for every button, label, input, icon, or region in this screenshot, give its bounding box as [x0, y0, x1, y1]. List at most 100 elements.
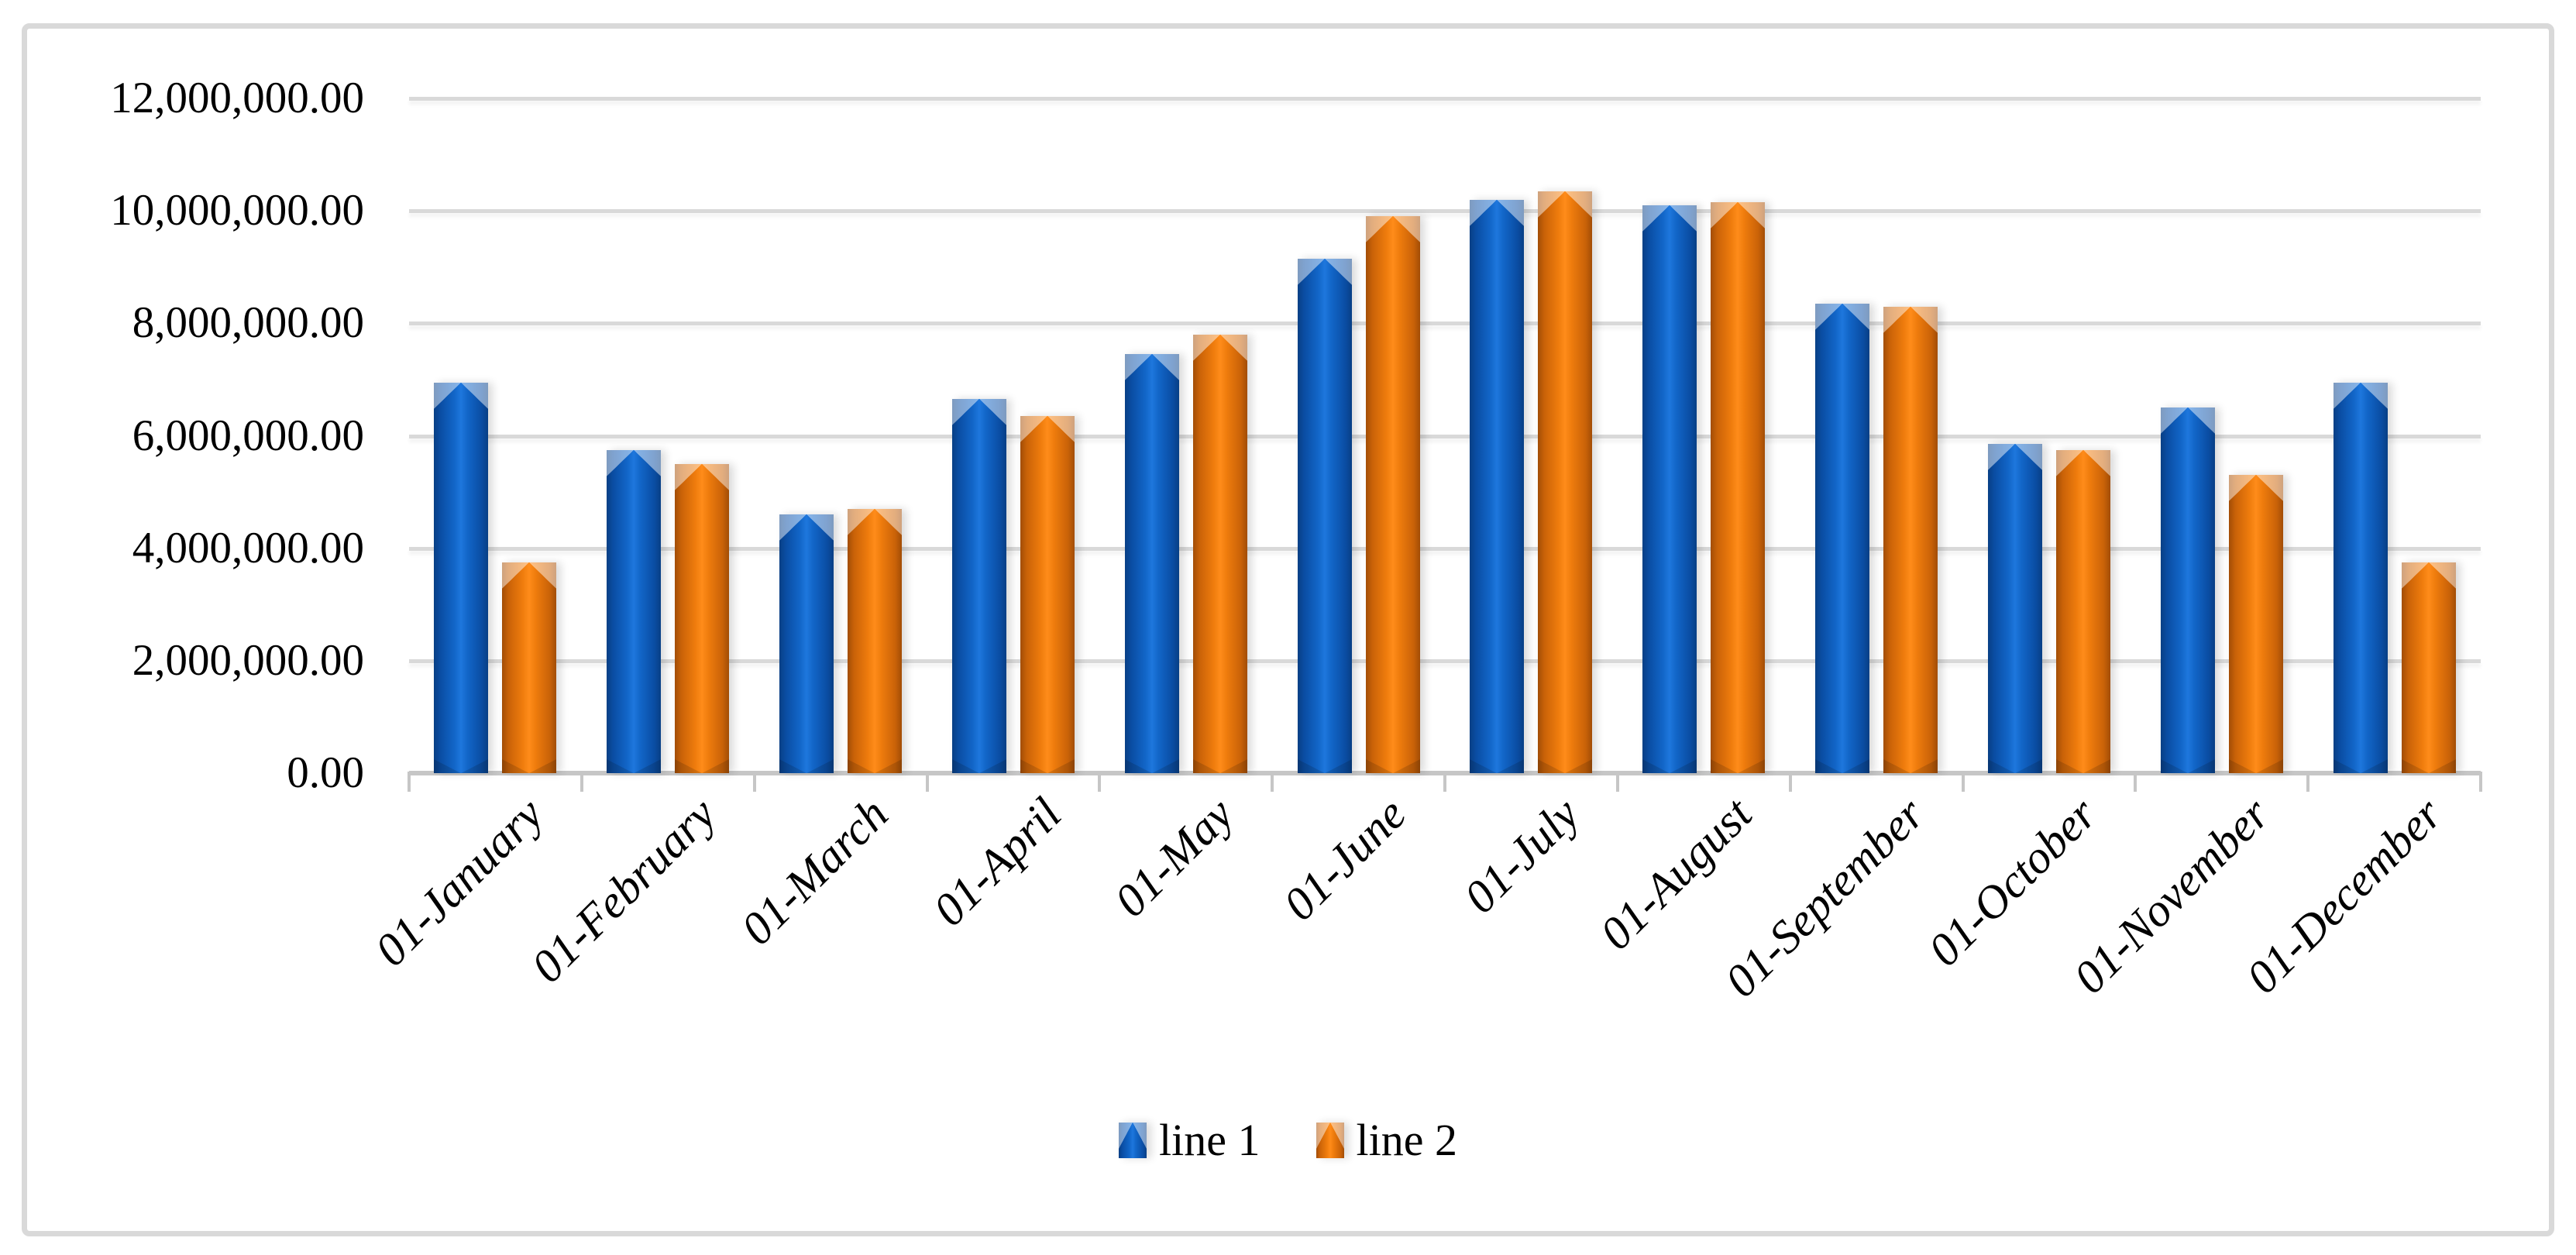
- gridline: [409, 658, 2481, 663]
- bar-bottom-bevel: [502, 759, 557, 773]
- bar-line2-01-april: [1020, 416, 1075, 773]
- legend-item-line1: line 1: [1119, 1113, 1260, 1167]
- bar-bottom-bevel: [2055, 759, 2110, 773]
- bar-bottom-bevel: [1020, 759, 1075, 773]
- bar-line1-01-march: [779, 514, 834, 773]
- bar-top-bevel: [1711, 202, 1766, 229]
- bar-line2-01-march: [848, 509, 903, 773]
- bar-line1-01-january: [434, 383, 489, 773]
- bar-line2-01-july: [1538, 191, 1593, 773]
- bar-top-bevel: [2055, 450, 2110, 476]
- gridline: [409, 209, 2481, 214]
- bar-top-bevel: [2401, 562, 2456, 589]
- bar-top-bevel: [1642, 205, 1697, 232]
- bar-top-bevel: [675, 464, 730, 490]
- bar-line1-01-february: [607, 450, 662, 773]
- bar-line2-01-june: [1365, 216, 1420, 773]
- gridline: [409, 321, 2481, 326]
- bar-bottom-bevel: [1192, 759, 1247, 773]
- y-axis-tick-label: 4,000,000.00: [132, 523, 364, 572]
- bar-top-bevel: [434, 383, 489, 409]
- legend-label-line1: line 1: [1159, 1115, 1260, 1165]
- bar-top-bevel: [1297, 259, 1352, 285]
- x-axis-tick: [1443, 772, 1446, 792]
- line1-legend-marker-icon: [1119, 1123, 1147, 1158]
- bar-line2-01-february: [675, 464, 730, 773]
- bar-bottom-bevel: [2401, 759, 2456, 773]
- bar-bottom-bevel: [434, 759, 489, 773]
- bar-bottom-bevel: [2333, 759, 2388, 773]
- bar-top-bevel: [1365, 216, 1420, 242]
- bar-top-bevel: [1470, 200, 1525, 226]
- bar-bottom-bevel: [1538, 759, 1593, 773]
- bar-bottom-bevel: [848, 759, 903, 773]
- bar-top-bevel: [848, 509, 903, 535]
- plot-area: [408, 97, 2482, 792]
- bar-line1-01-november: [2160, 407, 2215, 773]
- bar-line1-01-june: [1297, 259, 1352, 773]
- bar-top-bevel: [502, 562, 557, 589]
- bar-bottom-bevel: [951, 759, 1006, 773]
- legend-label-line2: line 2: [1356, 1115, 1457, 1165]
- x-axis-tick: [1615, 772, 1619, 792]
- legend: line 1 line 2: [0, 1113, 2576, 1167]
- bar-line1-01-august: [1642, 205, 1697, 773]
- bar-top-bevel: [1020, 416, 1075, 442]
- bar-top-bevel: [1883, 307, 1938, 333]
- y-axis-tick-label: 6,000,000.00: [132, 411, 364, 460]
- x-axis-tick: [1098, 772, 1102, 792]
- bar-bottom-bevel: [2228, 759, 2283, 773]
- bar-top-bevel: [951, 399, 1006, 425]
- bar-bottom-bevel: [2160, 759, 2215, 773]
- bar-line2-01-december: [2401, 562, 2456, 773]
- bar-bottom-bevel: [1711, 759, 1766, 773]
- bar-line2-01-october: [2055, 450, 2110, 773]
- bar-line2-01-november: [2228, 475, 2283, 773]
- gridline: [409, 546, 2481, 551]
- bar-line2-01-august: [1711, 202, 1766, 773]
- bar-bottom-bevel: [607, 759, 662, 773]
- bar-bottom-bevel: [1987, 759, 2042, 773]
- bar-line1-01-october: [1987, 444, 2042, 773]
- bar-top-bevel: [1124, 354, 1179, 380]
- y-axis-tick-label: 8,000,000.00: [132, 298, 364, 348]
- bar-top-bevel: [779, 514, 834, 541]
- gridline: [409, 434, 2481, 438]
- bar-top-bevel: [1538, 191, 1593, 218]
- line2-legend-marker-icon: [1316, 1123, 1344, 1158]
- bar-line2-01-september: [1883, 307, 1938, 773]
- bar-bottom-bevel: [1815, 759, 1870, 773]
- x-axis-tick: [2306, 772, 2310, 792]
- y-axis-tick-label: 12,000,000.00: [110, 74, 364, 122]
- bar-top-bevel: [2333, 383, 2388, 409]
- bar-top-bevel: [2228, 475, 2283, 501]
- y-axis-tick-label: 10,000,000.00: [110, 186, 364, 236]
- x-axis-tick: [925, 772, 929, 792]
- bar-line1-01-july: [1470, 200, 1525, 773]
- bar-bottom-bevel: [1297, 759, 1352, 773]
- bar-bottom-bevel: [1470, 759, 1525, 773]
- bar-top-bevel: [1987, 444, 2042, 470]
- bar-top-bevel: [1192, 335, 1247, 361]
- bar-line2-01-january: [502, 562, 557, 773]
- x-axis-tick: [2134, 772, 2137, 792]
- bar-line1-01-december: [2333, 383, 2388, 773]
- y-axis-tick-label: 2,000,000.00: [132, 635, 364, 685]
- x-axis-tick: [408, 772, 411, 792]
- x-axis-tick: [1271, 772, 1274, 792]
- bar-bottom-bevel: [1365, 759, 1420, 773]
- x-axis-tick: [1788, 772, 1792, 792]
- legend-item-line2: line 2: [1316, 1113, 1457, 1167]
- bar-bottom-bevel: [1124, 759, 1179, 773]
- bar-top-bevel: [607, 450, 662, 476]
- y-axis-tick-label: 0.00: [287, 748, 364, 797]
- bar-bottom-bevel: [1883, 759, 1938, 773]
- x-axis-tick: [580, 772, 583, 792]
- gridline: [409, 97, 2481, 101]
- x-axis-tick: [752, 772, 756, 792]
- bar-bottom-bevel: [779, 759, 834, 773]
- bar-line2-01-may: [1192, 335, 1247, 773]
- bar-bottom-bevel: [1642, 759, 1697, 773]
